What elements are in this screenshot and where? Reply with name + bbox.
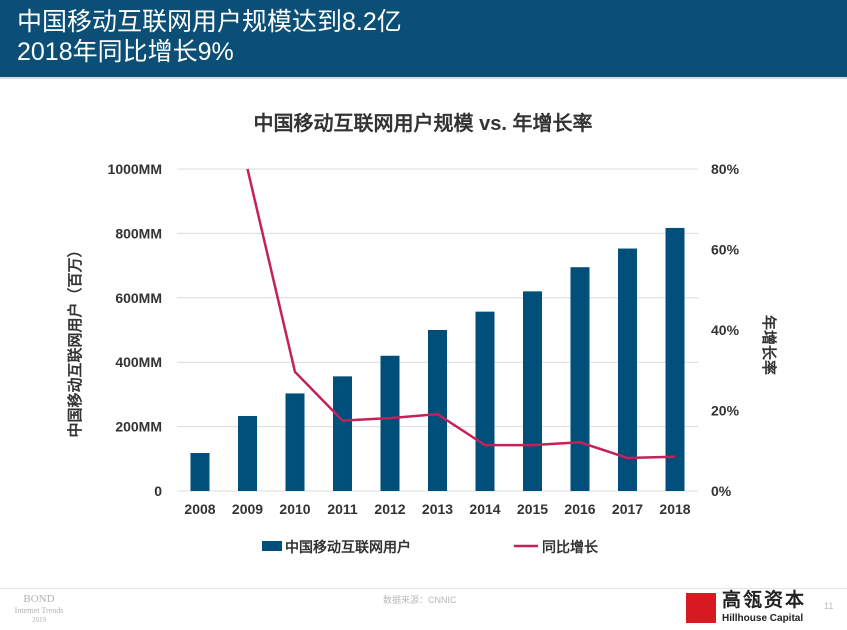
growth-line xyxy=(246,168,676,460)
combo-chart: 中国移动互联网用户规模 vs. 年增长率 0 200MM 400MM 600MM 800M… xyxy=(66,111,778,555)
hillhouse-logo-mark xyxy=(686,593,716,623)
chart-title: 中国移动互联网用户规模 vs. 年增长率 xyxy=(254,111,593,135)
x-tick-label: 2010 xyxy=(279,501,310,517)
y-axis-label: 中国移动互联网用户（百万） xyxy=(66,242,84,437)
y2-tick-label: 0% xyxy=(711,483,732,499)
legend-swatch-bar xyxy=(262,541,282,551)
logo-chinese: 高瓴资本 xyxy=(722,590,807,611)
y-tick-label: 1000MM xyxy=(108,161,162,177)
y-tick-label: 600MM xyxy=(115,290,162,306)
y-tick-label: 200MM xyxy=(115,419,162,435)
logo-english: Hillhouse Capital xyxy=(722,613,804,624)
x-tick-label: 2014 xyxy=(469,501,500,517)
x-tick-label: 2017 xyxy=(612,501,643,517)
bar xyxy=(618,248,637,491)
bond-logo: BOND Internet Trends 2019 xyxy=(0,593,78,625)
y-tick-label: 0 xyxy=(154,483,162,499)
y2-tick-label: 80% xyxy=(711,161,740,177)
y2-axis-label: 年增长率 xyxy=(760,315,778,375)
page-number: 11 xyxy=(824,601,834,611)
x-tick-label: 2011 xyxy=(327,501,358,517)
y-tick-label: 400MM xyxy=(115,354,162,370)
bar xyxy=(333,376,352,491)
data-source: 数据来源：CNNIC xyxy=(383,595,457,605)
y2-tick-label: 20% xyxy=(711,403,740,419)
slide-title-line2: 2018年同比增长9% xyxy=(17,38,234,66)
bar xyxy=(285,393,305,491)
slide-title-line1: 中国移动互联网用户规模达到8.2亿 xyxy=(17,8,402,36)
legend-label-line: 同比增长 xyxy=(542,539,599,555)
footer-divider xyxy=(0,588,847,589)
x-tick-label: 2012 xyxy=(374,501,405,517)
header-banner: 中国移动互联网用户规模达到8.2亿 2018年同比增长9% xyxy=(0,0,847,79)
bar xyxy=(428,330,447,491)
bond-subtitle: Internet Trends xyxy=(14,606,64,615)
bar xyxy=(665,227,685,491)
bond-title: BOND xyxy=(23,593,55,605)
legend-label-bar: 中国移动互联网用户 xyxy=(285,539,411,555)
y2-tick-label: 40% xyxy=(711,322,740,338)
bar xyxy=(190,453,210,491)
bar xyxy=(475,311,495,491)
bar xyxy=(380,355,400,491)
x-tick-label: 2008 xyxy=(184,501,215,517)
bar xyxy=(523,291,542,491)
x-tick-label: 2015 xyxy=(517,501,548,517)
x-tick-label: 2013 xyxy=(422,501,453,517)
bar xyxy=(238,415,257,491)
x-tick-label: 2016 xyxy=(564,501,595,517)
x-tick-label: 2009 xyxy=(232,501,263,517)
y-tick-label: 800MM xyxy=(115,225,162,241)
y2-tick-label: 60% xyxy=(711,242,740,258)
bar xyxy=(570,267,590,491)
x-tick-label: 2018 xyxy=(659,501,690,517)
bond-year: 2019 xyxy=(32,616,46,624)
